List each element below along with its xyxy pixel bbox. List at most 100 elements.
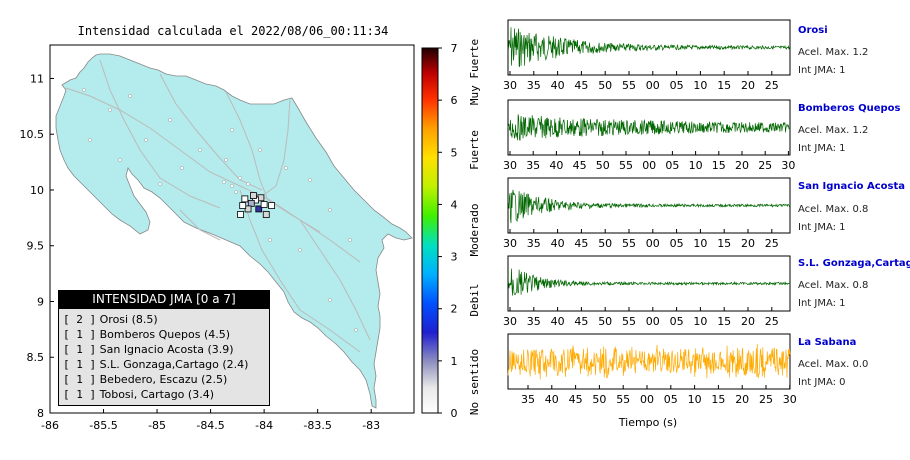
intensity-marker <box>247 199 255 207</box>
road <box>159 73 263 191</box>
waveform-panel: 30 35 40 45 50 55 00 05 10 15 20 25 <box>503 19 791 92</box>
waveform-tick-label: 25 <box>765 237 779 250</box>
legend-title: INTENSIDAD JMA [0 a 7] <box>58 290 270 308</box>
waveform-tick-label: 30 <box>503 237 517 250</box>
intensity-marker <box>250 192 257 199</box>
waveform-tick-label: 15 <box>717 315 731 328</box>
map-xtick-label: -85 <box>148 419 166 432</box>
waveform-trace <box>507 27 791 68</box>
waveform-tick-label: 20 <box>735 393 749 406</box>
station-name-orosi: Orosi <box>798 25 828 36</box>
legend-count: [ 2 ] <box>63 313 97 326</box>
station-dot <box>180 166 184 170</box>
waveform-tick-label: 15 <box>712 159 726 172</box>
waveform-tick-label: 05 <box>670 237 684 250</box>
legend-item: [ 1 ] S.L. Gonzaga,Cartago (2.4) <box>63 358 248 371</box>
station-dot <box>118 158 122 162</box>
station-name-acosta: San Ignacio Acosta <box>798 181 906 192</box>
waveform-tick-label: 05 <box>670 315 684 328</box>
colorbar-ticks: 0 1 2 3 4 5 6 7 <box>438 42 458 420</box>
station-jma: Int JMA: 1 <box>798 222 846 233</box>
legend-count: [ 1 ] <box>63 373 97 386</box>
station-dot <box>246 182 250 186</box>
waveform-tick-label: 20 <box>735 159 749 172</box>
intensity-marker <box>255 205 263 213</box>
waveform-tick-label: 05 <box>664 393 678 406</box>
waveform-tick-label: 05 <box>665 159 679 172</box>
legend-label: Bebedero, Escazu (2.5) <box>99 373 228 386</box>
waveform-tick-label: 05 <box>670 79 684 92</box>
waveform-tick-label: 40 <box>545 393 559 406</box>
legend-item: [ 1 ] San Ignacio Acosta (3.9) <box>63 343 234 356</box>
legend-count: [ 1 ] <box>63 388 97 401</box>
station-dot <box>238 176 242 180</box>
waveform-tick-label: 10 <box>693 315 707 328</box>
station-dot <box>168 118 172 122</box>
map-xtick-label: -86 <box>41 419 59 432</box>
legend-label: Tobosi, Cartago (3.4) <box>99 388 214 401</box>
station-jma: Int JMA: 1 <box>798 143 846 154</box>
waveform-tick-label: 40 <box>549 159 563 172</box>
waveform-trace <box>507 114 791 141</box>
map-xtick-label: -85.5 <box>89 419 117 432</box>
waveform-tick-label: 25 <box>765 315 779 328</box>
station-dot <box>88 138 92 142</box>
station-dot <box>258 148 262 152</box>
waveform-tick-label: 45 <box>574 79 588 92</box>
station-jma: Int JMA: 0 <box>798 377 846 388</box>
station-accel: Acel. Max. 0.8 <box>798 204 869 215</box>
map-ytick-label: 9 <box>37 295 44 308</box>
road <box>65 87 361 263</box>
intensity-marker <box>268 202 276 209</box>
map-xtick-label: -84.5 <box>196 419 224 432</box>
station-dot <box>328 298 332 302</box>
map-ytick-label: 11 <box>30 72 44 85</box>
map-ytick-label: 8 <box>37 407 44 420</box>
intensity-colorbar: 0 1 2 3 4 5 6 7 No sentido Debil Moderado Fuert… <box>421 39 481 420</box>
station-dot <box>128 94 132 98</box>
waveform-trace <box>507 343 791 380</box>
station-dot <box>158 182 162 186</box>
waveform-tick-label: 10 <box>689 159 703 172</box>
colorbar-label-muy-fuerte: Muy Fuerte <box>468 39 481 105</box>
station-accel: Acel. Max. 1.2 <box>798 47 869 58</box>
colorbar-tick-label: 5 <box>451 146 458 159</box>
map-ytick-label: 8.5 <box>27 351 45 364</box>
station-dot <box>144 138 148 142</box>
legend-label: San Ignacio Acosta (3.9) <box>99 343 234 356</box>
station-dot <box>108 108 112 112</box>
waveform-tick-label: 35 <box>527 315 541 328</box>
map-ytick-label: 9.5 <box>27 240 45 253</box>
waveform-tick-label: 50 <box>598 79 612 92</box>
colorbar-label-moderado: Moderado <box>468 204 481 257</box>
waveform-panel: 30 35 40 45 50 55 00 05 10 15 20 25 30 <box>503 99 795 172</box>
waveform-tick-label: 15 <box>717 237 731 250</box>
legend-count: [ 1 ] <box>63 328 97 341</box>
station-dot <box>82 88 86 92</box>
map-xtick-label: -83.5 <box>303 419 331 432</box>
intensity-markers <box>237 192 276 218</box>
waveform-tick-label: 55 <box>622 237 636 250</box>
station-dot <box>234 190 238 194</box>
waveform-tick-label: 55 <box>616 393 630 406</box>
intensity-marker <box>262 211 270 218</box>
colorbar-tick-label: 3 <box>451 251 458 264</box>
legend-item: [ 2 ] Orosi (8.5) <box>63 313 158 326</box>
station-accel: Acel. Max. 0.0 <box>798 359 869 370</box>
station-dot <box>298 248 302 252</box>
waveform-tick-label: 35 <box>521 393 535 406</box>
legend-label: Bomberos Quepos (4.5) <box>99 328 231 341</box>
waveform-panel: 35 40 45 50 55 00 05 10 15 20 25 30 <box>507 333 797 406</box>
waveform-tick-label: 45 <box>574 237 588 250</box>
station-accel: Acel. Max. 0.8 <box>798 280 869 291</box>
colorbar-tick-label: 0 <box>451 407 458 420</box>
colorbar-tick-label: 4 <box>451 198 458 211</box>
map-xtick-label: -84 <box>255 419 273 432</box>
waveform-tick-label: 00 <box>640 393 654 406</box>
legend-box: [ 2 ] Orosi (8.5) [ 1 ] Bomberos Quepos … <box>58 308 270 406</box>
colorbar-tick-label: 1 <box>451 355 458 368</box>
colorbar-tick-label: 6 <box>451 94 458 107</box>
waveform-tick-label: 35 <box>526 159 540 172</box>
waveform-xlabel: Tiempo (s) <box>618 416 677 429</box>
station-name-quepos: Bomberos Quepos <box>798 103 901 114</box>
